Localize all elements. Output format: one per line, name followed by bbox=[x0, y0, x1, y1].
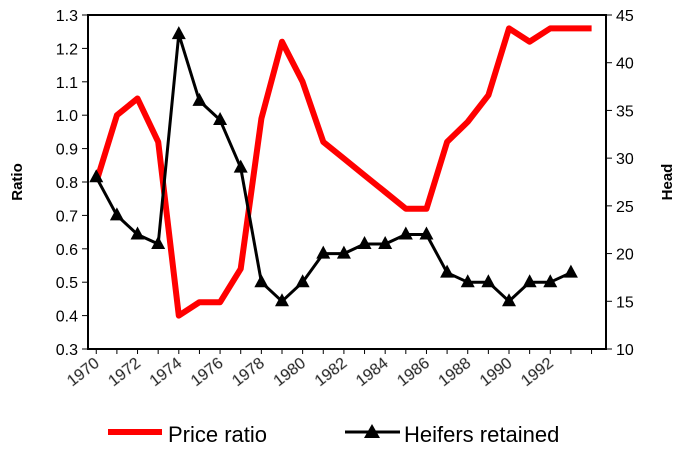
left-tick-label: 0.5 bbox=[56, 275, 78, 292]
data-point-heifers-retained bbox=[336, 245, 351, 259]
x-axis: 1970 1972 1974 1976 1978 1980 1982 1984 1986 1988… bbox=[64, 349, 593, 390]
data-point-heifers-retained bbox=[357, 236, 372, 250]
data-point-heifers-retained bbox=[419, 226, 434, 240]
data-point-heifers-retained bbox=[398, 226, 413, 240]
data-point-heifers-retained bbox=[274, 293, 289, 307]
x-tick-label: 1978 bbox=[229, 355, 268, 390]
data-point-heifers-retained bbox=[316, 245, 331, 259]
data-point-heifers-retained bbox=[440, 264, 455, 278]
data-point-heifers-retained bbox=[295, 274, 310, 288]
right-tick-label: 25 bbox=[616, 199, 634, 216]
series-line-price-ratio bbox=[93, 25, 592, 319]
right-tick-label: 40 bbox=[616, 56, 634, 73]
data-point-heifers-retained bbox=[522, 274, 537, 288]
data-point-heifers-retained bbox=[171, 26, 186, 40]
legend-label-price-ratio: Price ratio bbox=[168, 422, 267, 447]
left-tick-label: 1.0 bbox=[56, 108, 78, 125]
left-tick-label: 0.9 bbox=[56, 142, 78, 159]
x-tick-label: 1984 bbox=[353, 355, 392, 390]
data-point-heifers-retained bbox=[460, 274, 475, 288]
data-point-heifers-retained bbox=[151, 236, 166, 250]
legend-marker-heifers-retained bbox=[364, 424, 380, 438]
x-tick-label: 1972 bbox=[105, 355, 144, 390]
x-tick-label: 1988 bbox=[436, 355, 475, 390]
data-point-heifers-retained bbox=[109, 207, 124, 221]
data-point-heifers-retained bbox=[254, 274, 269, 288]
right-tick-label: 30 bbox=[616, 151, 634, 168]
legend: Price ratio Heifers retained bbox=[108, 422, 559, 447]
data-point-heifers-retained bbox=[192, 92, 207, 106]
legend-label-heifers-retained: Heifers retained bbox=[404, 422, 559, 447]
data-point-heifers-retained bbox=[378, 236, 393, 250]
left-tick-label: 0.6 bbox=[56, 242, 78, 259]
data-point-heifers-retained bbox=[89, 169, 104, 183]
right-tick-label: 10 bbox=[616, 342, 634, 359]
data-point-heifers-retained bbox=[481, 274, 496, 288]
left-tick-label: 0.4 bbox=[56, 309, 78, 326]
x-tick-label: 1990 bbox=[477, 355, 516, 390]
data-point-heifers-retained bbox=[543, 274, 558, 288]
x-tick-label: 1986 bbox=[394, 355, 433, 390]
x-tick-label: 1982 bbox=[312, 355, 351, 390]
left-tick-label: 1.3 bbox=[56, 8, 78, 25]
data-point-heifers-retained bbox=[563, 264, 578, 278]
data-point-heifers-retained bbox=[130, 226, 145, 240]
right-axis-title: Head bbox=[659, 164, 676, 201]
left-axis: 0.3 0.4 0.5 0.6 0.7 0.8 0.9 1.0 1.1 1.2 1.3 bbox=[56, 8, 88, 359]
left-tick-label: 1.1 bbox=[56, 75, 78, 92]
x-tick-label: 1992 bbox=[518, 355, 557, 390]
data-point-heifers-retained bbox=[502, 293, 517, 307]
left-tick-label: 0.7 bbox=[56, 208, 78, 225]
x-tick-label: 1980 bbox=[271, 355, 310, 390]
series-layer bbox=[89, 25, 592, 319]
x-tick-label: 1974 bbox=[147, 355, 186, 390]
left-tick-label: 0.8 bbox=[56, 175, 78, 192]
data-point-heifers-retained bbox=[233, 159, 248, 173]
right-tick-label: 15 bbox=[616, 294, 634, 311]
left-axis-title: Ratio bbox=[9, 163, 26, 201]
left-tick-label: 1.2 bbox=[56, 41, 78, 58]
right-tick-label: 45 bbox=[616, 8, 634, 25]
x-tick-label: 1970 bbox=[64, 355, 103, 390]
right-axis: 10 15 20 25 30 35 40 45 bbox=[606, 8, 634, 359]
data-point-heifers-retained bbox=[213, 111, 228, 125]
right-tick-label: 20 bbox=[616, 247, 634, 264]
x-tick-label: 1976 bbox=[188, 355, 227, 390]
right-tick-label: 35 bbox=[616, 103, 634, 120]
series-line-heifers-retained bbox=[94, 32, 572, 303]
left-tick-label: 0.3 bbox=[56, 342, 78, 359]
